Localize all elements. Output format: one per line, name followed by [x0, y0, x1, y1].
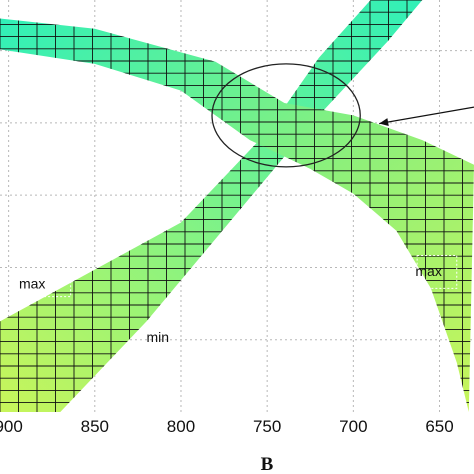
x-tick-label: 900 [0, 417, 23, 436]
x-tick-label: 800 [167, 417, 195, 436]
annotation-label-max: max [19, 275, 45, 291]
panel-label: B [261, 454, 274, 474]
x-tick-label: 750 [253, 417, 281, 436]
x-tick-label: 650 [425, 417, 453, 436]
arrow-line [379, 106, 474, 125]
x-tick-label: 700 [339, 417, 367, 436]
band-fill [0, 18, 474, 412]
band-layer [0, 0, 474, 412]
arrow-head [379, 118, 389, 126]
annotation-label-max: max [415, 263, 441, 279]
band-fill [0, 0, 423, 412]
overlay-layer: max max min [19, 63, 474, 345]
annotation-box [416, 254, 458, 289]
annotation-box [35, 263, 72, 298]
annotation-label-min: min [147, 329, 170, 345]
highlight-ellipse [211, 63, 361, 168]
x-axis-ticks: 900 850 800 750 700 650 [0, 417, 454, 436]
x-tick-label: 850 [81, 417, 109, 436]
